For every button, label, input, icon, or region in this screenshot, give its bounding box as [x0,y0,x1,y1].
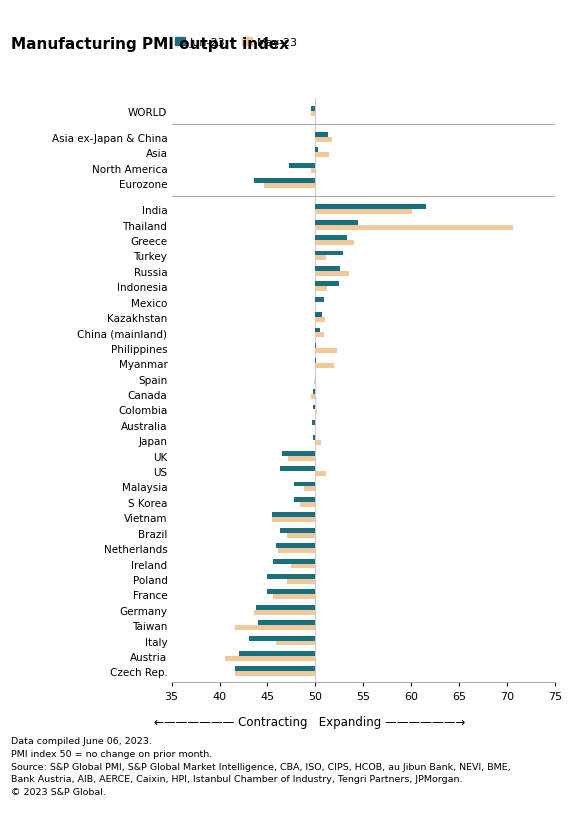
Bar [312,169,315,174]
Bar [315,333,324,338]
Bar [315,226,513,230]
Bar [304,487,315,492]
Bar [268,574,315,579]
Bar [278,548,315,553]
Bar [315,359,316,364]
Bar [315,287,327,292]
Bar [287,579,315,584]
Bar [288,457,315,461]
Bar [294,497,315,502]
Text: Data compiled June 06, 2023.: Data compiled June 06, 2023. [11,736,152,745]
Bar [315,364,335,369]
Bar [235,667,315,672]
Bar [225,656,315,661]
Bar [312,394,315,399]
Bar [235,625,315,630]
Bar [315,251,343,256]
Bar [315,266,340,271]
Bar [312,112,315,117]
Bar [315,153,329,158]
Bar [258,620,315,625]
Bar [315,298,324,303]
Bar [276,543,315,548]
Bar [287,533,315,538]
Bar [312,420,315,425]
Text: Manufacturing PMI output index: Manufacturing PMI output index [11,37,289,52]
Bar [254,179,315,184]
Bar [256,605,315,610]
Text: Source: S&P Global PMI, S&P Global Market Intelligence, CBA, ISO, CIPS, HCOB, au: Source: S&P Global PMI, S&P Global Marke… [11,762,511,772]
Bar [313,390,315,394]
Bar [300,502,315,507]
Bar [276,641,315,646]
Bar [249,636,315,641]
Bar [239,651,315,656]
Bar [280,528,315,533]
Bar [272,513,315,518]
Text: Bank Austria, AIB, AERCE, Caixin, HPI, Istanbul Chamber of Industry, Tengri Part: Bank Austria, AIB, AERCE, Caixin, HPI, I… [11,774,463,783]
Bar [272,518,315,523]
Bar [315,256,326,261]
Bar [315,282,339,287]
Bar [315,271,349,276]
Bar [282,452,315,457]
Bar [264,184,315,189]
Bar [313,436,315,441]
Bar [315,313,322,318]
Bar [312,107,315,112]
Bar [315,410,317,415]
Bar [315,318,325,323]
Bar [254,610,315,615]
Bar [291,564,315,569]
Bar [280,466,315,471]
Bar [313,405,315,410]
Bar [315,441,321,446]
Bar [315,471,326,476]
Bar [289,164,315,169]
Bar [273,595,315,600]
Bar [315,138,332,142]
Bar [315,210,412,215]
Bar [315,236,347,241]
Text: ←—————— Contracting   Expanding ——————→: ←—————— Contracting Expanding ——————→ [154,715,465,729]
Bar [294,482,315,487]
Bar [315,133,328,138]
Bar [273,559,315,564]
Text: PMI index 50 = no change on prior month.: PMI index 50 = no change on prior month. [11,749,213,758]
Bar [315,328,320,333]
Bar [315,348,337,353]
Bar [315,205,427,210]
Text: © 2023 S&P Global.: © 2023 S&P Global. [11,787,106,796]
Bar [315,221,359,226]
Legend: Jun-23, May-23: Jun-23, May-23 [175,38,297,48]
Bar [235,672,315,676]
Bar [315,343,316,348]
Bar [315,241,353,246]
Bar [315,148,318,153]
Bar [268,590,315,595]
